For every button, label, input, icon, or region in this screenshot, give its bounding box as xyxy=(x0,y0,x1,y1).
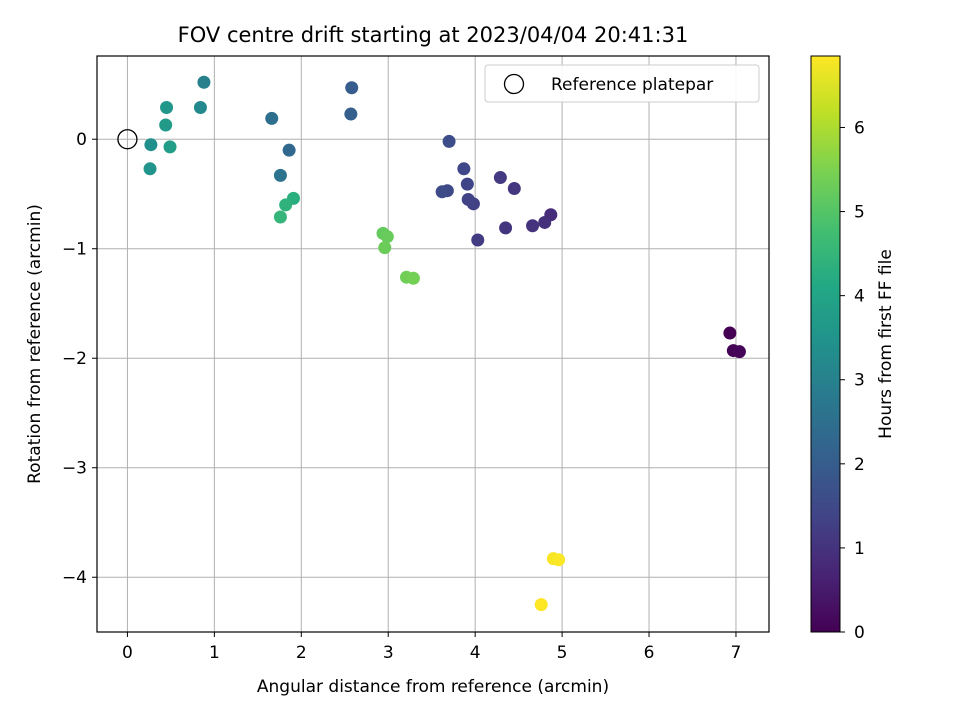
y-tick-label: −3 xyxy=(62,459,87,479)
colorbar-tick-label: 1 xyxy=(854,539,865,559)
x-tick-label: 5 xyxy=(557,643,568,663)
y-axis-label: Rotation from reference (arcmin) xyxy=(25,204,45,484)
x-axis-ticks: 0 1 2 3 4 5 6 7 xyxy=(122,632,741,663)
data-point xyxy=(493,171,507,185)
data-point xyxy=(723,326,737,340)
data-point xyxy=(282,143,296,157)
data-points xyxy=(143,75,746,612)
data-point xyxy=(471,233,485,247)
colorbar-tick-label: 3 xyxy=(854,371,865,391)
colorbar xyxy=(810,55,841,633)
data-point xyxy=(193,100,207,114)
data-point xyxy=(380,230,394,244)
reference-marker xyxy=(117,129,138,150)
legend-box xyxy=(484,64,760,103)
data-point xyxy=(499,221,513,235)
colorbar-label: Hours from first FF file xyxy=(876,249,896,439)
colorbar-tick-label: 4 xyxy=(854,287,865,307)
grid-lines xyxy=(97,56,769,632)
reference-platepar-marker xyxy=(117,129,138,150)
data-point xyxy=(160,100,174,114)
x-axis-label: Angular distance from reference (arcmin) xyxy=(257,677,609,697)
data-point xyxy=(460,177,474,191)
data-point xyxy=(378,241,392,255)
data-point xyxy=(538,215,552,229)
x-tick-label: 4 xyxy=(470,643,481,663)
data-point xyxy=(442,134,456,148)
data-point xyxy=(163,140,177,154)
data-point xyxy=(273,210,287,224)
data-point xyxy=(457,162,471,176)
data-point xyxy=(159,118,173,132)
x-tick-label: 7 xyxy=(731,643,742,663)
colorbar-tick-label: 2 xyxy=(854,455,865,475)
colorbar-tick-label: 6 xyxy=(854,118,865,138)
y-tick-label: −1 xyxy=(62,240,87,260)
data-point xyxy=(265,111,279,125)
y-tick-label: 0 xyxy=(76,130,87,150)
legend: Reference platepar xyxy=(484,64,760,103)
x-tick-label: 2 xyxy=(296,643,307,663)
y-tick-label: −2 xyxy=(62,349,87,369)
data-point xyxy=(461,192,475,206)
data-point xyxy=(732,345,746,359)
data-point xyxy=(507,182,521,196)
plot-frame xyxy=(96,55,770,633)
data-point xyxy=(279,198,293,212)
y-tick-label: −4 xyxy=(62,568,87,588)
data-point xyxy=(144,138,158,152)
data-point xyxy=(344,107,358,121)
data-point xyxy=(406,271,420,285)
data-point xyxy=(526,219,540,233)
x-tick-label: 3 xyxy=(383,643,394,663)
colorbar-tick-label: 5 xyxy=(854,203,865,223)
data-point xyxy=(273,168,287,182)
y-axis-ticks: 0 −1 −2 −3 −4 xyxy=(62,130,97,588)
data-point xyxy=(345,81,359,95)
legend-reference-marker xyxy=(503,73,525,95)
x-tick-label: 1 xyxy=(209,643,220,663)
data-point xyxy=(435,185,449,199)
colorbar-tick-label: 0 xyxy=(854,623,865,643)
data-point xyxy=(534,598,548,612)
legend-label: Reference platepar xyxy=(551,75,713,95)
data-point xyxy=(143,162,157,176)
x-tick-label: 0 xyxy=(122,643,133,663)
data-point xyxy=(197,75,211,89)
data-point xyxy=(552,553,566,567)
chart-title: FOV centre drift starting at 2023/04/04 … xyxy=(178,23,689,47)
colorbar-ticks: 0 1 2 3 4 5 6 xyxy=(840,118,865,643)
x-tick-label: 6 xyxy=(644,643,655,663)
